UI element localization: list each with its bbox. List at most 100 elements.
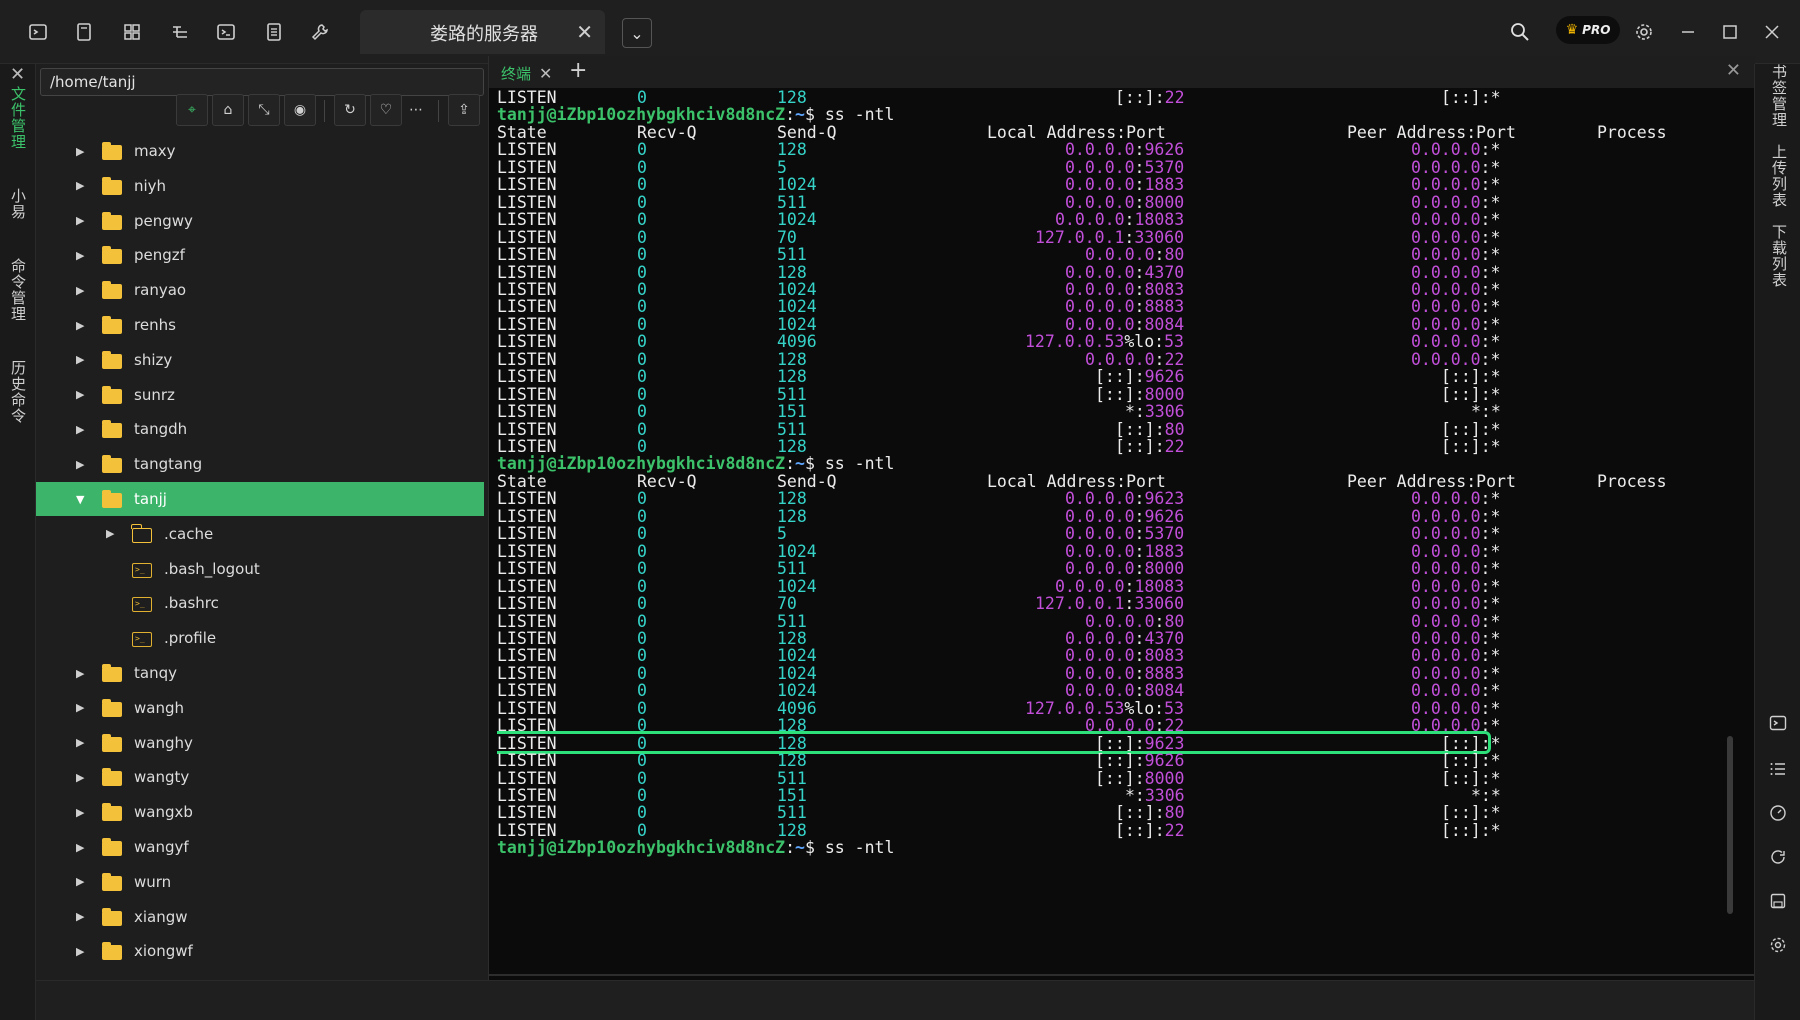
list-document-icon[interactable]	[262, 20, 286, 44]
dashboard-icon[interactable]	[1767, 802, 1789, 824]
prompt-path: ~	[795, 105, 805, 125]
refresh-icon[interactable]	[1767, 846, 1789, 868]
caret-right-icon[interactable]: ▶	[106, 527, 115, 541]
close-window-icon[interactable]	[1760, 20, 1784, 44]
add-terminal-icon[interactable]: +	[569, 58, 588, 83]
grid-icon[interactable]	[120, 20, 144, 44]
terminal-icon[interactable]	[1767, 712, 1789, 734]
list-icon[interactable]	[1767, 758, 1789, 780]
tree-item[interactable]: ▶ .cache	[36, 517, 484, 551]
wrench-icon[interactable]	[308, 20, 332, 44]
upload-button[interactable]: ⇪	[448, 94, 480, 126]
tree-item[interactable]: ▶ pengwy	[36, 204, 484, 238]
caret-right-icon[interactable]: ▶	[76, 805, 85, 819]
server-tab[interactable]: 娄路的服务器 ✕	[360, 10, 605, 54]
table-row: LISTEN 0 511 [::]:80 [::]:*	[497, 803, 1737, 823]
collapse-button[interactable]: ⤡	[248, 94, 280, 126]
table-row: LISTEN 0 1024 0.0.0.0:8084 0.0.0.0:*	[497, 681, 1737, 701]
tree-item[interactable]: ▶ tangdh	[36, 412, 484, 446]
caret-right-icon[interactable]: ▶	[76, 248, 85, 262]
tree-item[interactable]: >_ .profile	[36, 621, 484, 655]
gear-icon[interactable]	[1632, 20, 1656, 44]
favorite-button[interactable]: ♡	[370, 94, 402, 126]
toggle-hidden-button[interactable]: ◉	[284, 94, 316, 126]
caret-right-icon[interactable]: ▶	[76, 179, 85, 193]
tree-item[interactable]: ▶ sunrz	[36, 378, 484, 412]
save-icon[interactable]	[1767, 890, 1789, 912]
table-row: LISTEN 0 70 127.0.0.1:33060 0.0.0.0:*	[497, 228, 1737, 248]
tab-dropdown-button[interactable]: ⌄	[622, 18, 652, 48]
rail-download-list[interactable]: 下载列表	[1770, 224, 1788, 288]
rail-command-manager[interactable]: 命令管理	[9, 258, 27, 322]
close-terminal-tab-icon[interactable]: ✕	[539, 63, 553, 83]
tree-item[interactable]: ▶ xiangw	[36, 900, 484, 934]
tree-item[interactable]: ▶ wanghy	[36, 726, 484, 760]
row-send-q: 511	[777, 559, 807, 579]
caret-down-icon[interactable]: ▼	[76, 492, 85, 506]
header-send-q: Send-Q	[777, 471, 837, 491]
search-icon[interactable]	[1508, 20, 1532, 44]
caret-right-icon[interactable]: ▶	[76, 318, 85, 332]
tree-item[interactable]: ▶ xiongwf	[36, 934, 484, 964]
caret-right-icon[interactable]: ▶	[76, 770, 85, 784]
table-row: LISTEN 0 128 0.0.0.0:9626 0.0.0.0:*	[497, 140, 1737, 160]
close-tab-icon[interactable]: ✕	[576, 20, 593, 44]
tree-item[interactable]: ▶ wangyf	[36, 830, 484, 864]
tree-item[interactable]: >_ .bashrc	[36, 586, 484, 620]
more-button[interactable]: ⋯	[400, 94, 432, 126]
locate-button[interactable]: ⌖	[176, 94, 208, 126]
refresh-button[interactable]: ↻	[334, 94, 366, 126]
table-row: LISTEN 0 1024 0.0.0.0:8883 0.0.0.0:*	[497, 664, 1737, 684]
tree-structure-icon[interactable]	[168, 20, 192, 44]
tree-item[interactable]: ▶ ranyao	[36, 273, 484, 307]
row-local-address: 0.0.0.0:9626	[1065, 140, 1185, 160]
tree-item[interactable]: ▶ wurn	[36, 865, 484, 899]
console-icon[interactable]	[214, 20, 238, 44]
tree-item[interactable]: ▶ wangxb	[36, 795, 484, 829]
caret-right-icon[interactable]: ▶	[76, 875, 85, 889]
caret-right-icon[interactable]: ▶	[76, 214, 85, 228]
caret-right-icon[interactable]: ▶	[76, 457, 85, 471]
terminal-icon[interactable]	[26, 20, 50, 44]
rail-file-manager[interactable]: 文件管理	[9, 86, 27, 150]
caret-right-icon[interactable]: ▶	[76, 840, 85, 854]
maximize-icon[interactable]	[1718, 20, 1742, 44]
path-input[interactable]	[40, 68, 484, 96]
tree-item[interactable]: ▶ tangtang	[36, 447, 484, 481]
caret-right-icon[interactable]: ▶	[76, 353, 85, 367]
terminal-scrollbar[interactable]	[1727, 736, 1733, 914]
tree-item[interactable]: >_ .bash_logout	[36, 552, 484, 586]
caret-right-icon[interactable]: ▶	[76, 944, 85, 958]
caret-right-icon[interactable]: ▶	[76, 701, 85, 715]
tree-item[interactable]: ▶ niyh	[36, 169, 484, 203]
close-panel-icon[interactable]: ✕	[10, 64, 26, 85]
terminal-output[interactable]: LISTEN 0 128 [::]:22 [::]:* tanjj@iZbp10ozhyb…	[497, 88, 1747, 974]
header-send-q: Send-Q	[777, 122, 837, 142]
tree-item[interactable]: ▶ wangh	[36, 691, 484, 725]
caret-right-icon[interactable]: ▶	[76, 388, 85, 402]
caret-right-icon[interactable]: ▶	[76, 144, 85, 158]
tree-item[interactable]: ▶ shizy	[36, 343, 484, 377]
tree-item[interactable]: ▶ renhs	[36, 308, 484, 342]
tree-item[interactable]: ▼ tanjj	[36, 482, 484, 516]
home-button[interactable]: ⌂	[212, 94, 244, 126]
caret-right-icon[interactable]: ▶	[76, 422, 85, 436]
gear-icon[interactable]	[1767, 934, 1789, 956]
tree-item[interactable]: ▶ tanqy	[36, 656, 484, 690]
rail-bookmarks[interactable]: 书签管理	[1770, 64, 1788, 128]
tree-item[interactable]: ▶ maxy	[36, 134, 484, 168]
caret-right-icon[interactable]: ▶	[76, 736, 85, 750]
tree-item[interactable]: ▶ wangty	[36, 760, 484, 794]
rail-command-history[interactable]: 历史命令	[9, 360, 27, 424]
rail-upload-list[interactable]: 上传列表	[1770, 144, 1788, 208]
document-icon[interactable]	[72, 20, 96, 44]
close-terminal-icon[interactable]: ✕	[1725, 60, 1741, 81]
terminal-tab[interactable]: 终端 ✕	[493, 60, 560, 86]
rail-xiaoyi[interactable]: 小易	[9, 188, 27, 220]
minimize-icon[interactable]	[1676, 20, 1700, 44]
caret-right-icon[interactable]: ▶	[76, 666, 85, 680]
caret-right-icon[interactable]: ▶	[76, 910, 85, 924]
pro-badge[interactable]: ♛ PRO	[1556, 16, 1620, 44]
caret-right-icon[interactable]: ▶	[76, 283, 85, 297]
tree-item[interactable]: ▶ pengzf	[36, 238, 484, 272]
